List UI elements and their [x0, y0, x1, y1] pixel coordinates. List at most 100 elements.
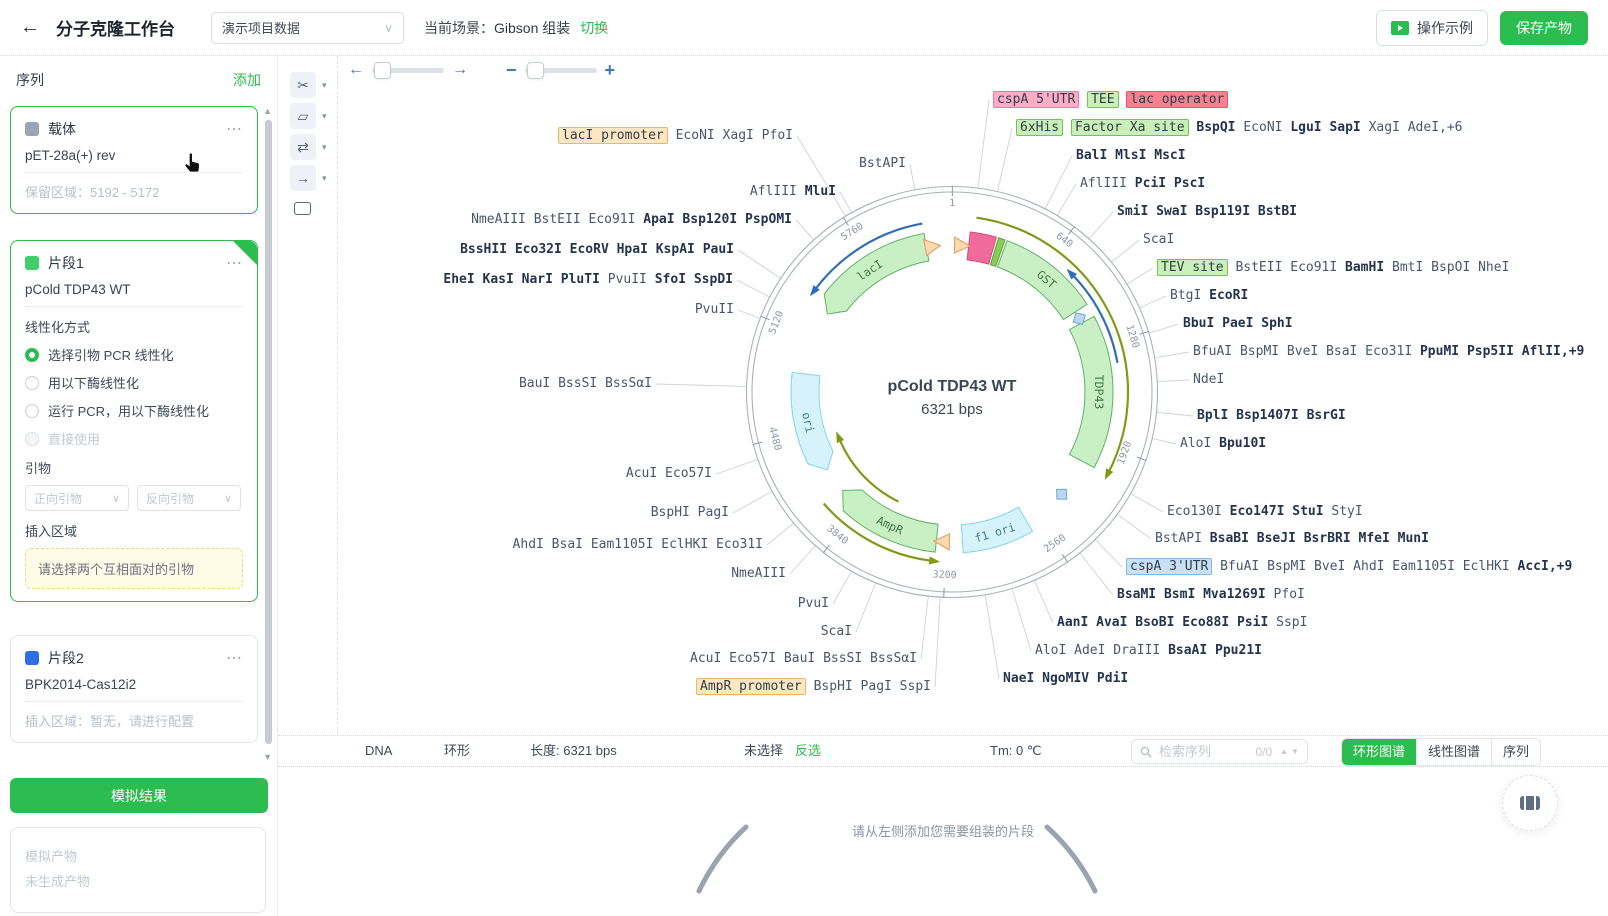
feature-chevron[interactable]: [989, 237, 1006, 268]
enzyme-label[interactable]: cspA 3'UTR BfuAI BspMI BveI AhdI Eam1105…: [1126, 558, 1572, 575]
search-sequence-box[interactable]: 0/0 ▲ ▼: [1131, 739, 1308, 764]
swap-icon[interactable]: ⇄: [290, 134, 316, 160]
swap-caret[interactable]: ▾: [322, 142, 327, 152]
zoom-in-icon[interactable]: +: [604, 59, 616, 80]
enzyme-label[interactable]: ScaI: [820, 624, 852, 639]
feedback-button[interactable]: [1502, 775, 1558, 831]
enzyme-label[interactable]: NmeAIII: [731, 566, 786, 581]
enzyme-label[interactable]: NmeAIII BstEII Eco91I ApaI Bsp120I PspOM…: [471, 212, 792, 227]
enzyme-label[interactable]: 6xHis Factor Xa site BspQI EcoNI LguI Sa…: [1016, 119, 1463, 136]
enzyme-label[interactable]: NaeI NgoMIV PdiI: [1003, 671, 1129, 686]
pan-left-icon[interactable]: ←: [348, 61, 364, 78]
invert-selection-link[interactable]: 反选: [795, 743, 822, 758]
enzyme-label[interactable]: AhdI BsaI Eam1105I EclHKI Eco31I: [512, 537, 763, 552]
add-sequence-link[interactable]: 添加: [233, 72, 261, 88]
cut-caret[interactable]: ▾: [322, 80, 327, 90]
search-input[interactable]: [1157, 743, 1256, 760]
enzyme-label[interactable]: BstAPI: [859, 156, 906, 171]
simulate-button[interactable]: 模拟结果: [10, 778, 268, 813]
seq-length: 长度: 6321 bps: [530, 743, 617, 758]
view-tab-2[interactable]: 序列: [1490, 739, 1540, 765]
zoom-slider[interactable]: [524, 61, 597, 79]
search-prev-icon[interactable]: ▲: [1280, 747, 1289, 756]
radio-icon[interactable]: [25, 403, 39, 418]
project-select[interactable]: 演示项目数据 ∨: [211, 11, 404, 44]
rotate-slider[interactable]: [372, 61, 444, 79]
demo-button[interactable]: 操作示例: [1376, 9, 1488, 46]
option-label: 用以下酶线性化: [48, 376, 140, 391]
radio-icon[interactable]: [25, 375, 39, 390]
linearize-option-3[interactable]: 直接使用: [25, 429, 243, 448]
linearize-option-2[interactable]: 运行 PCR，用以下酶线性化: [25, 401, 243, 420]
enzyme-label[interactable]: PvuII: [694, 302, 734, 317]
back-button[interactable]: ←: [20, 16, 40, 38]
reverse-primer-select[interactable]: 反向引物 ∨: [137, 485, 241, 511]
view-tab-0[interactable]: 环形图谱: [1341, 739, 1416, 765]
zoom-out-icon[interactable]: −: [506, 59, 517, 80]
enzyme-label[interactable]: BsaMI BsmI Mva1269I PfoI: [1117, 587, 1305, 602]
tag-caret[interactable]: ▾: [322, 111, 327, 121]
pan-right-icon[interactable]: →: [452, 61, 468, 78]
enzyme-label[interactable]: TEV site BstEII Eco91I BamHI BmtI BspOI …: [1157, 259, 1509, 276]
linearize-option-0[interactable]: 选择引物 PCR 线性化: [25, 345, 243, 364]
app-header: ← 分子克隆工作台 演示项目数据 ∨ 当前场景：Gibson 组装 切换 操作示…: [0, 0, 1608, 56]
enzyme-label[interactable]: AflIII MluI: [749, 184, 836, 199]
enzyme-label[interactable]: Eco130I Eco147I StuI StyI: [1167, 504, 1363, 519]
enzyme-label[interactable]: BalI MlsI MscI: [1076, 148, 1186, 163]
forward-primer-select[interactable]: 正向引物 ∨: [25, 485, 129, 511]
feature-ori[interactable]: [790, 371, 834, 471]
feature-f1 ori[interactable]: [960, 506, 1034, 554]
vector-color-icon: [25, 122, 39, 136]
plasmid-map[interactable]: 1 640 1280 1920 2560 3200 3840 4480 5120 5760 lacI…: [338, 56, 1608, 735]
loop-region-icon[interactable]: [294, 202, 311, 215]
vector-card[interactable]: 载体 ⋯ pET-28a(+) rev 保留区域：5192 - 5172: [10, 106, 258, 214]
enzyme-label[interactable]: AcuI Eco57I: [625, 466, 712, 481]
sidebar-scrollbar[interactable]: [265, 120, 272, 744]
save-product-button[interactable]: 保存产物: [1500, 10, 1588, 45]
enzyme-label[interactable]: BbuI PaeI SphI: [1183, 316, 1293, 331]
enzyme-label[interactable]: NdeI: [1193, 372, 1225, 387]
scroll-down-icon[interactable]: ▼: [263, 752, 272, 762]
vector-menu-button[interactable]: ⋯: [226, 121, 243, 138]
view-tab-1[interactable]: 线性图谱: [1415, 739, 1491, 765]
enzyme-label[interactable]: EheI KasI NarI PluTI PvuII SfoI SspDI: [443, 272, 733, 287]
enzyme-label[interactable]: cspA 5'UTR TEE lac operator: [993, 91, 1229, 108]
fragment2-menu-button[interactable]: ⋯: [226, 650, 243, 667]
enzyme-label[interactable]: AloI AdeI DraIII BsaAI Ppu21I: [1035, 643, 1262, 658]
enzyme-label[interactable]: PvuI: [797, 596, 829, 611]
radio-icon[interactable]: [25, 347, 39, 362]
search-next-icon[interactable]: ▼: [1291, 747, 1299, 756]
radio-icon[interactable]: [25, 431, 39, 446]
cut-icon[interactable]: ✂: [290, 72, 316, 98]
feature-utr[interactable]: [966, 231, 997, 265]
feature-lacI[interactable]: [823, 232, 930, 315]
scroll-up-icon[interactable]: ▲: [263, 106, 272, 116]
enzyme-label[interactable]: AflIII PciI PscI: [1080, 176, 1206, 191]
enzyme-label[interactable]: SmiI SwaI Bsp119I BstBI: [1117, 204, 1298, 219]
tag-icon[interactable]: ▱: [290, 103, 316, 129]
enzyme-label[interactable]: AanI AvaI BsoBI Eco88I PsiI SspI: [1057, 615, 1308, 630]
enzyme-label[interactable]: BauI BssSI BssSαI: [518, 376, 652, 391]
fragment2-card[interactable]: 片段2 ⋯ BPK2014-Cas12i2 插入区域：暂无，请进行配置: [10, 635, 258, 743]
enzyme-label[interactable]: BssHII Eco32I EcoRV HpaI KspAI PauI: [460, 242, 734, 257]
fragment1-card[interactable]: 片段1 ⋯ pCold TDP43 WT 线性化方式 选择引物 PCR 线性化用…: [10, 240, 258, 602]
feature-label: ori: [799, 411, 817, 434]
enzyme-label[interactable]: AcuI Eco57I BauI BssSI BssSαI: [690, 651, 917, 666]
enzyme-label[interactable]: BplI Bsp1407I BsrGI: [1197, 408, 1346, 423]
arrow-caret[interactable]: ▾: [322, 173, 327, 183]
insert-region-warning: 请选择两个互相面对的引物: [25, 548, 243, 589]
enzyme-label[interactable]: AloI Bpu10I: [1180, 436, 1267, 451]
feature-AmpR[interactable]: [842, 489, 939, 553]
feature-TDP43[interactable]: [1068, 315, 1114, 469]
enzyme-label[interactable]: BfuAI BspMI BveI BsaI Eco31I PpuMI Psp5I…: [1193, 344, 1585, 359]
enzyme-label[interactable]: BtgI EcoRI: [1170, 288, 1249, 303]
enzyme-label[interactable]: ScaI: [1143, 232, 1175, 247]
enzyme-label[interactable]: BstAPI BsaBI BseJI BsrBRI MfeI MunI: [1155, 531, 1429, 546]
arrow-icon[interactable]: →: [290, 165, 316, 191]
enzyme-label[interactable]: lacI promoter EcoNI XagI PfoI: [558, 127, 793, 144]
enzyme-label[interactable]: BspHI PagI: [650, 505, 729, 520]
enzyme-label[interactable]: AmpR promoter BspHI PagI SspI: [696, 678, 931, 695]
linearize-option-1[interactable]: 用以下酶线性化: [25, 373, 243, 392]
feature-GST[interactable]: [996, 240, 1088, 321]
switch-scene-link[interactable]: 切换: [580, 19, 609, 36]
